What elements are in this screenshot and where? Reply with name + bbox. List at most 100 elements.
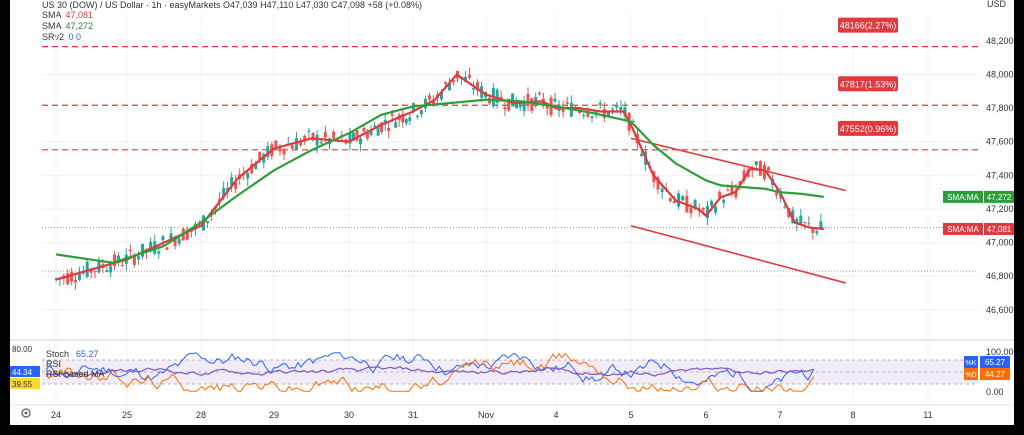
rsi-legend-label: RSI bbox=[46, 359, 61, 369]
osc-line-rsi bbox=[45, 365, 815, 377]
candle-body bbox=[668, 198, 672, 202]
candle-body bbox=[762, 164, 766, 180]
candle-body bbox=[169, 233, 173, 239]
stoch-legend-label: Stoch bbox=[46, 349, 69, 359]
candle-body bbox=[427, 95, 431, 100]
price-level-tag-bg bbox=[838, 76, 898, 92]
osc-line-pct-k bbox=[45, 352, 815, 392]
candle-body bbox=[295, 138, 298, 150]
osc-left-values bbox=[10, 366, 40, 389]
candle-body bbox=[448, 83, 451, 91]
candle-body bbox=[165, 247, 169, 250]
candle-body bbox=[775, 191, 779, 196]
chart-area[interactable]: US 30 (DOW) / US Dollar · 1h · easyMarke… bbox=[10, 0, 1014, 425]
candle-body bbox=[70, 271, 74, 282]
candle-body bbox=[594, 110, 598, 114]
candle-body bbox=[282, 148, 286, 155]
x-tick-label: 28 bbox=[196, 410, 206, 420]
candle-body bbox=[132, 255, 136, 265]
candle-body bbox=[726, 189, 730, 191]
candle-body bbox=[254, 163, 258, 170]
candle-body bbox=[811, 227, 815, 233]
osc-right-tag-value: 44.27 bbox=[985, 370, 1006, 379]
candle-body bbox=[278, 147, 282, 152]
x-tick-label: 6 bbox=[703, 410, 708, 420]
candle-body bbox=[93, 271, 97, 273]
candle-body bbox=[394, 122, 398, 128]
candle-body bbox=[319, 141, 323, 144]
x-tick-label: 24 bbox=[51, 410, 61, 420]
candle-body bbox=[206, 220, 210, 224]
osc-right-tag-key-bg bbox=[964, 368, 978, 380]
candle-body bbox=[689, 207, 693, 214]
srv-legend[interactable]: SRv2 0 0 bbox=[42, 32, 82, 42]
candle-body bbox=[598, 102, 602, 106]
candle-body bbox=[366, 132, 370, 139]
candle-body bbox=[157, 251, 161, 254]
sma-legend-2[interactable]: SMA 47,272 bbox=[42, 21, 94, 31]
candle-body bbox=[656, 177, 660, 190]
price-level-tag: 48166(2.27%) bbox=[838, 17, 898, 33]
x-tick-label: 4 bbox=[553, 410, 558, 420]
chart-svg: 48,200 48,000 47,800 47,600 47,400 47,200 47,0… bbox=[10, 14, 1014, 420]
candle-body bbox=[77, 273, 81, 280]
candle-body bbox=[815, 231, 819, 234]
candle-body bbox=[351, 132, 355, 141]
axis-tag-value: 47,081 bbox=[987, 225, 1012, 234]
rsi-ma-legend-label: RSI-based MA bbox=[46, 369, 105, 379]
osc-right-tag-key-bg bbox=[964, 356, 978, 368]
candle-body bbox=[120, 265, 124, 267]
candle-body bbox=[742, 170, 746, 181]
y-tick-label: 46,800 bbox=[986, 271, 1014, 281]
candle-body bbox=[514, 101, 518, 108]
candle-body bbox=[376, 126, 380, 136]
candle-body bbox=[109, 265, 113, 273]
stoch-legend-value: 65.27 bbox=[76, 349, 99, 359]
candle-body bbox=[468, 74, 472, 78]
candle-body bbox=[315, 134, 319, 146]
candle-body bbox=[452, 80, 456, 83]
candle-body bbox=[431, 101, 435, 106]
axis-tag-value-bg bbox=[984, 190, 1014, 203]
candle-body bbox=[722, 199, 726, 203]
settings-icon bbox=[21, 408, 31, 418]
candle-body bbox=[443, 82, 447, 84]
candle-body bbox=[673, 200, 676, 204]
candle-body bbox=[495, 89, 499, 103]
x-tick-label: 30 bbox=[344, 410, 354, 420]
osc-right-tag-key: %K bbox=[966, 360, 977, 367]
symbol-line: US 30 (DOW) / US Dollar · 1h · easyMarke… bbox=[42, 0, 423, 10]
settings-icon-dot bbox=[24, 411, 28, 415]
x-tick-label: 31 bbox=[408, 410, 418, 420]
price-level-tag: 47817(1.53%) bbox=[838, 76, 898, 92]
candle-body bbox=[503, 107, 507, 110]
candle-body bbox=[526, 93, 530, 106]
axis-tag-label-bg bbox=[943, 190, 983, 203]
osc-right-tag-value-bg bbox=[980, 368, 1010, 380]
candle-body bbox=[522, 101, 526, 112]
candle-body bbox=[530, 98, 534, 111]
candle-body bbox=[355, 130, 359, 141]
y-tick-label: 47,000 bbox=[986, 238, 1014, 248]
axis-tag-label-bg bbox=[943, 222, 983, 235]
candle-body bbox=[380, 122, 384, 133]
osc-y-tick-label: 100.00 bbox=[986, 347, 1014, 357]
candle-body bbox=[390, 113, 394, 116]
axis-tag-value-bg bbox=[984, 222, 1014, 235]
candle-body bbox=[472, 88, 476, 90]
channel-upper-line bbox=[630, 137, 846, 192]
candle-body bbox=[730, 186, 734, 194]
candle-body bbox=[258, 151, 262, 161]
candle-body bbox=[369, 129, 373, 135]
price-level-label: 47552(0.96%) bbox=[840, 124, 897, 134]
osc-y-tick-label: 0.00 bbox=[986, 387, 1004, 397]
candle-body bbox=[105, 270, 109, 272]
candle-body bbox=[250, 163, 254, 174]
candle-body bbox=[136, 256, 140, 260]
candle-body bbox=[303, 135, 307, 141]
candle-body bbox=[660, 188, 664, 193]
sma-legend-1[interactable]: SMA 47,081 bbox=[42, 10, 94, 20]
price-level-tag: 47552(0.96%) bbox=[838, 120, 898, 136]
candle-body bbox=[578, 110, 582, 113]
